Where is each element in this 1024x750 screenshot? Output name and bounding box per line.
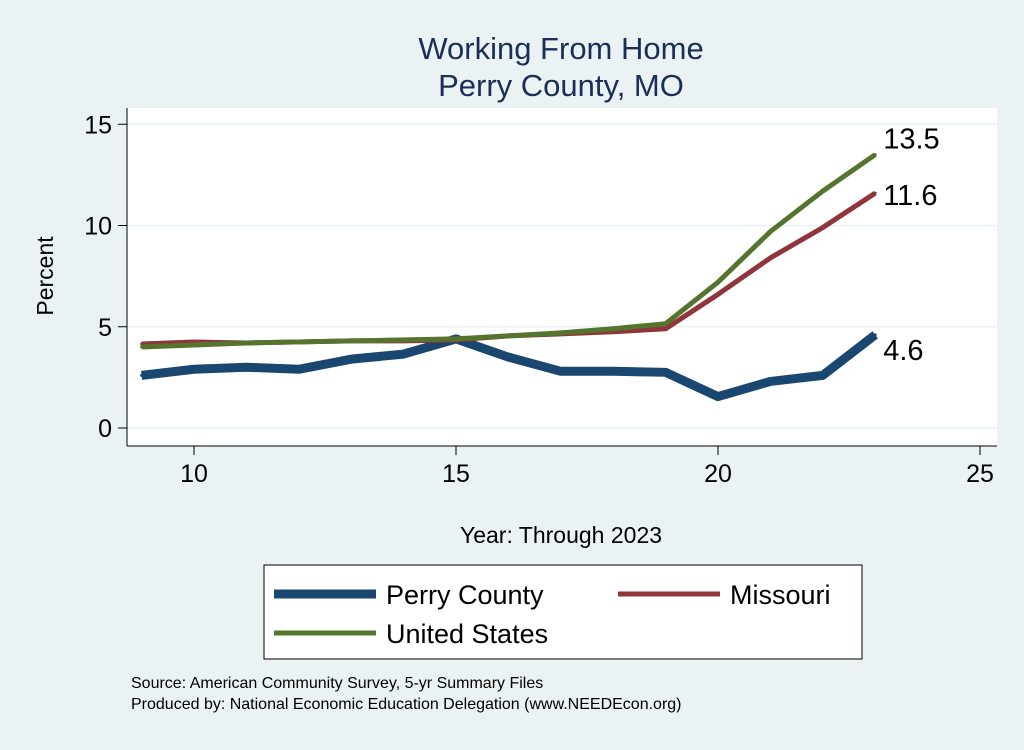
data-point-united-states	[454, 337, 458, 341]
data-point-united-states	[821, 189, 825, 193]
data-point-perry-county	[768, 379, 772, 383]
y-tick-label: 10	[84, 213, 112, 241]
x-tick-label: 25	[966, 460, 994, 488]
data-point-united-states	[611, 327, 615, 331]
data-point-perry-county	[821, 373, 825, 377]
data-point-united-states	[506, 334, 510, 338]
chart-title: Working From Home	[418, 31, 703, 66]
data-point-missouri	[768, 256, 772, 260]
plot-area	[127, 108, 997, 446]
y-axis-label: Percent	[32, 236, 58, 316]
data-point-perry-county	[244, 365, 248, 369]
data-point-united-states	[140, 345, 144, 349]
data-point-perry-county	[664, 370, 668, 374]
data-point-united-states	[402, 338, 406, 342]
data-point-united-states	[349, 339, 353, 343]
data-point-missouri	[821, 226, 825, 230]
data-point-missouri	[716, 292, 720, 296]
producer-note: Produced by: National Economic Education…	[131, 696, 682, 713]
source-note: Source: American Community Survey, 5-yr …	[131, 675, 543, 692]
end-label-perry-county: 4.6	[883, 335, 923, 367]
end-label-missouri: 11.6	[883, 180, 937, 212]
data-point-missouri	[873, 191, 877, 195]
data-point-united-states	[559, 331, 563, 335]
y-tick-label: 15	[84, 111, 112, 139]
data-point-united-states	[664, 322, 668, 326]
x-tick-label: 10	[180, 460, 208, 488]
data-point-perry-county	[349, 357, 353, 361]
data-point-united-states	[192, 343, 196, 347]
x-tick-label: 15	[442, 460, 470, 488]
x-axis-label: Year: Through 2023	[460, 522, 662, 548]
data-point-united-states	[873, 153, 877, 157]
x-tick-label: 20	[704, 460, 732, 488]
data-point-missouri	[664, 327, 668, 331]
data-point-perry-county	[873, 333, 877, 337]
data-point-perry-county	[192, 367, 196, 371]
data-point-perry-county	[402, 352, 406, 356]
data-point-perry-county	[297, 367, 301, 371]
legend: Perry County Missouri United States	[263, 564, 863, 660]
legend-label-perry-county: Perry County	[386, 580, 544, 610]
data-point-perry-county	[716, 395, 720, 399]
data-point-perry-county	[140, 373, 144, 377]
data-point-perry-county	[506, 355, 510, 359]
data-point-united-states	[716, 280, 720, 284]
chart-subtitle: Perry County, MO	[438, 68, 684, 103]
y-tick-label: 5	[98, 314, 112, 342]
y-tick-label: 0	[98, 415, 112, 443]
end-label-united-states: 13.5	[883, 124, 939, 156]
data-point-perry-county	[559, 369, 563, 373]
data-point-united-states	[244, 341, 248, 345]
data-point-united-states	[768, 230, 772, 234]
data-point-united-states	[297, 340, 301, 344]
data-point-perry-county	[611, 369, 615, 373]
legend-label-united-states: United States	[386, 619, 548, 649]
legend-label-missouri: Missouri	[730, 580, 831, 610]
